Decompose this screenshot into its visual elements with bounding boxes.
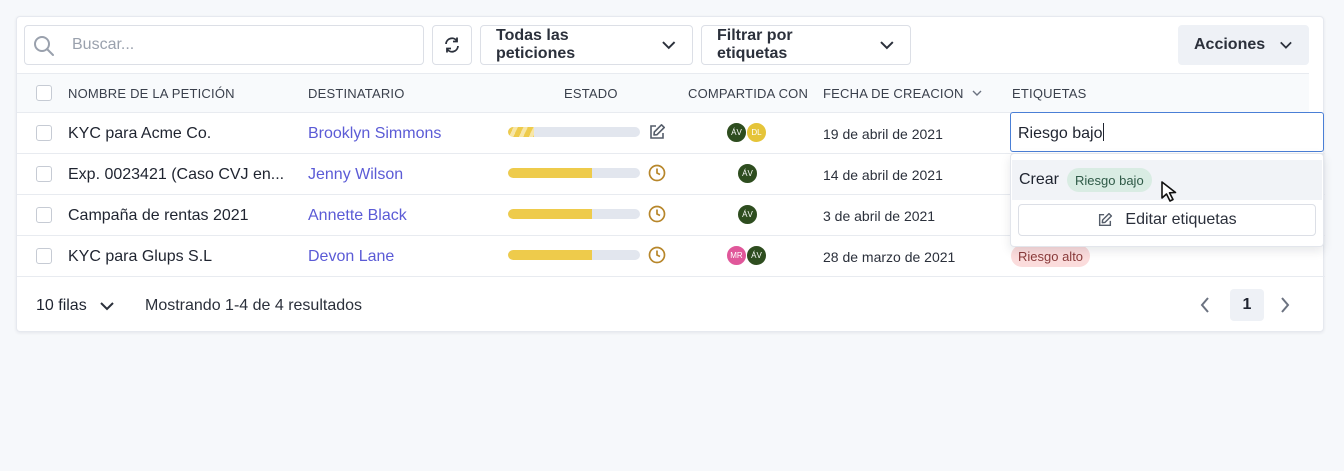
current-page-button[interactable]: 1 [1230,289,1264,321]
progress-bar [508,250,640,260]
request-filter-dropdown[interactable]: Todas las peticiones [480,25,693,65]
refresh-button[interactable] [432,25,472,65]
rows-per-page-label: 10 filas [36,297,87,314]
search-input[interactable] [72,36,402,54]
chevron-down-icon [880,41,894,50]
tag-filter-dropdown[interactable]: Filtrar por etiquetas [701,25,911,65]
created-date: 28 de marzo de 2021 [823,249,956,265]
request-name[interactable]: KYC para Acme Co. [68,125,212,142]
progress-bar [508,168,640,178]
tag-filter-label: Filtrar por etiquetas [717,27,793,62]
avatar: DL [746,122,767,143]
column-shared-header[interactable]: COMPARTIDA CON [688,86,809,101]
chevron-down-icon [1280,41,1292,49]
results-info: Mostrando 1-4 de 4 resultados [145,297,363,314]
refresh-icon [445,37,459,53]
mouse-pointer-icon [1161,181,1177,202]
request-filter-label: Todas las peticiones [496,27,576,62]
recipient-link[interactable]: Brooklyn Simmons [308,125,442,142]
chevron-down-icon [662,41,676,50]
edit-icon[interactable] [648,123,666,141]
tag-badge[interactable]: Riesgo alto [1011,245,1091,267]
search-icon [34,36,54,56]
text-caret [1102,123,1104,141]
edit-tags-button[interactable]: Editar etiquetas [1018,204,1316,236]
request-name[interactable]: Campaña de rentas 2021 [68,207,249,224]
chevron-right-icon[interactable] [1279,295,1291,315]
sort-chevron-icon[interactable] [972,90,982,97]
progress-fill [508,250,593,260]
table-row[interactable]: KYC para Acme Co. Brooklyn Simmons ÁV DL… [17,113,1325,154]
created-date: 19 de abril de 2021 [823,126,943,142]
recipient-link[interactable]: Jenny Wilson [308,166,404,183]
rows-per-page-select[interactable]: 10 filas [36,297,115,315]
request-name[interactable]: KYC para Glups S.L [68,248,213,265]
tag-input[interactable]: Riesgo bajo [1010,112,1324,152]
select-all-checkbox[interactable] [36,85,52,101]
column-name-header[interactable]: NOMBRE DE LA PETICIÓN [68,86,235,101]
clock-icon [648,205,666,223]
table-row[interactable]: Exp. 0023421 (Caso CVJ en... Jenny Wilso… [17,154,1325,195]
actions-label: Acciones [1194,36,1266,53]
progress-fill [508,209,593,219]
column-tags-header[interactable]: ETIQUETAS [1012,86,1087,101]
table-row[interactable]: KYC para Glups S.L Devon Lane MR ÁV 28 d… [17,236,1325,277]
created-date: 3 de abril de 2021 [823,208,936,224]
new-tag-badge: Riesgo bajo [1067,168,1152,192]
created-date: 14 de abril de 2021 [823,167,943,183]
row-checkbox[interactable] [36,248,52,264]
avatar: ÁV [726,122,747,143]
request-name[interactable]: Exp. 0023421 (Caso CVJ en... [68,166,285,183]
tag-input-value: Riesgo bajo [1018,125,1103,142]
edit-icon [1099,212,1113,227]
recipient-link[interactable]: Devon Lane [308,248,395,265]
create-label: Crear [1019,171,1060,188]
avatar: MR [726,245,747,266]
row-checkbox[interactable] [36,207,52,223]
row-checkbox[interactable] [36,166,52,182]
edit-tags-label: Editar etiquetas [1125,211,1237,228]
clock-icon [648,246,666,264]
search-box[interactable] [24,25,424,65]
chevron-left-icon[interactable] [1199,295,1211,315]
chevron-down-icon [99,302,114,311]
column-recipient-header[interactable]: DESTINATARIO [308,86,405,101]
clock-icon [648,164,666,182]
actions-dropdown[interactable]: Acciones [1178,25,1309,65]
row-checkbox[interactable] [36,125,52,141]
progress-fill [508,127,535,137]
progress-fill [508,168,593,178]
recipient-link[interactable]: Annette Black [308,207,407,224]
column-created-header[interactable]: FECHA DE CREACION [823,86,964,101]
table-row[interactable]: Campaña de rentas 2021 Annette Black ÁV … [17,195,1325,236]
table-header: NOMBRE DE LA PETICIÓN DESTINATARIO ESTAD… [17,73,1309,113]
column-status-header[interactable]: ESTADO [564,86,618,101]
avatar: ÁV [737,163,758,184]
progress-bar [508,209,640,219]
avatar: ÁV [746,245,767,266]
progress-bar [508,127,640,137]
avatar: ÁV [737,204,758,225]
